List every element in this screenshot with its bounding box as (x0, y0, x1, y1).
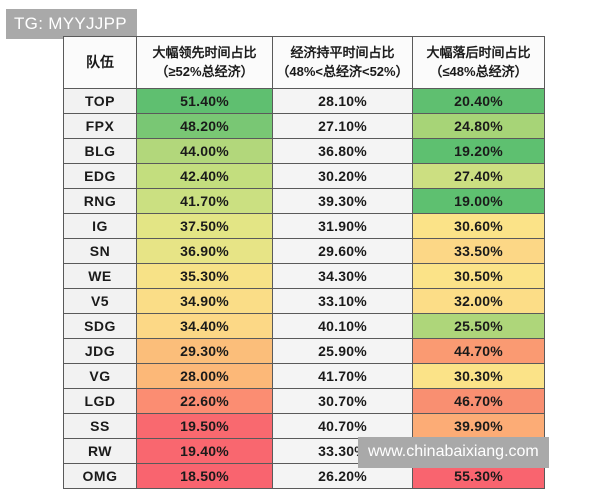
even-share-cell: 39.30% (272, 188, 413, 214)
lead-share-cell: 19.40% (136, 438, 273, 464)
column-header-team-text: 队伍 (86, 54, 114, 71)
team-name-cell: V5 (63, 288, 137, 314)
lead-share-cell: 51.40% (136, 88, 273, 114)
column-header-even-line1: 经济持平时间占比 (290, 44, 395, 60)
table-row: TOP 51.40% 28.10% 20.40% (63, 88, 545, 114)
column-header-behind-line1: 大幅落后时间占比 (426, 44, 531, 60)
behind-share-cell: 19.00% (412, 188, 545, 214)
lead-share-cell: 19.50% (136, 413, 273, 439)
table-row: WE 35.30% 34.30% 30.50% (63, 263, 545, 289)
column-header-even: 经济持平时间占比 （48%<总经济<52%） (272, 36, 413, 89)
behind-share-cell: 30.50% (412, 263, 545, 289)
table-row: VG 28.00% 41.70% 30.30% (63, 363, 545, 389)
even-share-cell: 41.70% (272, 363, 413, 389)
table-row: LGD 22.60% 30.70% 46.70% (63, 388, 545, 414)
team-name-cell: BLG (63, 138, 137, 164)
even-share-cell: 36.80% (272, 138, 413, 164)
even-share-cell: 34.30% (272, 263, 413, 289)
column-header-behind: 大幅落后时间占比 （≤48%总经济） (412, 36, 545, 89)
team-name-cell: WE (63, 263, 137, 289)
team-name-cell: OMG (63, 463, 137, 489)
behind-share-cell: 46.70% (412, 388, 545, 414)
behind-share-cell: 24.80% (412, 113, 545, 139)
economy-time-share-table: 队伍 大幅领先时间占比 （≥52%总经济） 经济持平时间占比 （48%<总经济<… (63, 36, 545, 489)
lead-share-cell: 28.00% (136, 363, 273, 389)
table-body: TOP 51.40% 28.10% 20.40% FPX 48.20% 27.10% 24.8… (63, 88, 545, 489)
even-share-cell: 33.10% (272, 288, 413, 314)
site-watermark: www.chinabaixiang.com (358, 437, 549, 468)
column-header-lead-line2: （≥52%总经济） (155, 63, 254, 79)
team-name-cell: TOP (63, 88, 137, 114)
behind-share-cell: 39.90% (412, 413, 545, 439)
team-name-cell: FPX (63, 113, 137, 139)
lead-share-cell: 22.60% (136, 388, 273, 414)
team-name-cell: SN (63, 238, 137, 264)
team-name-cell: IG (63, 213, 137, 239)
team-name-cell: SS (63, 413, 137, 439)
table-header: 队伍 大幅领先时间占比 （≥52%总经济） 经济持平时间占比 （48%<总经济<… (63, 36, 545, 89)
lead-share-cell: 34.40% (136, 313, 273, 339)
behind-share-cell: 33.50% (412, 238, 545, 264)
table-row: V5 34.90% 33.10% 32.00% (63, 288, 545, 314)
even-share-cell: 40.10% (272, 313, 413, 339)
stats-table-container: 队伍 大幅领先时间占比 （≥52%总经济） 经济持平时间占比 （48%<总经济<… (63, 36, 545, 489)
even-share-cell: 28.10% (272, 88, 413, 114)
table-row: IG 37.50% 31.90% 30.60% (63, 213, 545, 239)
lead-share-cell: 42.40% (136, 163, 273, 189)
lead-share-cell: 18.50% (136, 463, 273, 489)
table-row: FPX 48.20% 27.10% 24.80% (63, 113, 545, 139)
table-header-row: 队伍 大幅领先时间占比 （≥52%总经济） 经济持平时间占比 （48%<总经济<… (63, 36, 545, 89)
table-row: SN 36.90% 29.60% 33.50% (63, 238, 545, 264)
table-row: EDG 42.40% 30.20% 27.40% (63, 163, 545, 189)
column-header-even-line2: （48%<总经济<52%） (276, 63, 409, 79)
behind-share-cell: 27.40% (412, 163, 545, 189)
behind-share-cell: 32.00% (412, 288, 545, 314)
tg-overlay-label: TG: MYYJJPP (6, 9, 137, 39)
lead-share-cell: 34.90% (136, 288, 273, 314)
table-row: BLG 44.00% 36.80% 19.20% (63, 138, 545, 164)
lead-share-cell: 41.70% (136, 188, 273, 214)
team-name-cell: SDG (63, 313, 137, 339)
even-share-cell: 30.70% (272, 388, 413, 414)
column-header-team: 队伍 (63, 36, 137, 89)
column-header-lead-line1: 大幅领先时间占比 (152, 44, 257, 60)
even-share-cell: 27.10% (272, 113, 413, 139)
behind-share-cell: 19.20% (412, 138, 545, 164)
lead-share-cell: 29.30% (136, 338, 273, 364)
behind-share-cell: 20.40% (412, 88, 545, 114)
column-header-lead: 大幅领先时间占比 （≥52%总经济） (136, 36, 273, 89)
team-name-cell: VG (63, 363, 137, 389)
lead-share-cell: 36.90% (136, 238, 273, 264)
even-share-cell: 29.60% (272, 238, 413, 264)
lead-share-cell: 35.30% (136, 263, 273, 289)
team-name-cell: JDG (63, 338, 137, 364)
column-header-behind-line2: （≤48%总经济） (429, 63, 528, 79)
even-share-cell: 40.70% (272, 413, 413, 439)
team-name-cell: RNG (63, 188, 137, 214)
even-share-cell: 30.20% (272, 163, 413, 189)
lead-share-cell: 44.00% (136, 138, 273, 164)
table-row: JDG 29.30% 25.90% 44.70% (63, 338, 545, 364)
behind-share-cell: 30.30% (412, 363, 545, 389)
behind-share-cell: 25.50% (412, 313, 545, 339)
table-row: RNG 41.70% 39.30% 19.00% (63, 188, 545, 214)
lead-share-cell: 48.20% (136, 113, 273, 139)
even-share-cell: 31.90% (272, 213, 413, 239)
team-name-cell: LGD (63, 388, 137, 414)
table-row: SS 19.50% 40.70% 39.90% (63, 413, 545, 439)
even-share-cell: 25.90% (272, 338, 413, 364)
team-name-cell: EDG (63, 163, 137, 189)
behind-share-cell: 30.60% (412, 213, 545, 239)
lead-share-cell: 37.50% (136, 213, 273, 239)
team-name-cell: RW (63, 438, 137, 464)
table-row: SDG 34.40% 40.10% 25.50% (63, 313, 545, 339)
behind-share-cell: 44.70% (412, 338, 545, 364)
